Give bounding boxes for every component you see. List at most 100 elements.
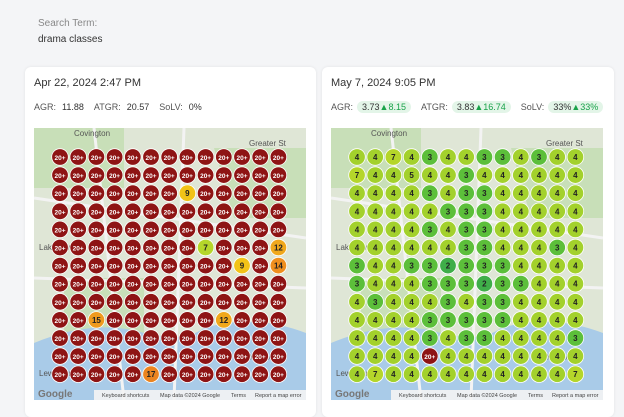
rank-label: 3 bbox=[428, 334, 433, 343]
rank-label: 4 bbox=[519, 225, 524, 234]
rank-pin bbox=[566, 220, 585, 239]
rank-pin bbox=[439, 311, 457, 329]
rank-label: 4 bbox=[519, 316, 524, 325]
rank-label: 20+ bbox=[182, 264, 193, 271]
rank-label: 4 bbox=[573, 316, 578, 325]
rank-pin bbox=[196, 365, 215, 383]
rank-label: 4 bbox=[573, 280, 578, 289]
rank-pin bbox=[160, 293, 178, 311]
rank-label: 20+ bbox=[200, 282, 211, 289]
rank-label: 3 bbox=[428, 225, 433, 234]
rank-pin bbox=[366, 166, 384, 184]
rank-pin bbox=[251, 202, 269, 221]
rank-pin bbox=[87, 311, 106, 329]
rank-pin bbox=[196, 347, 215, 365]
rank-label: 20+ bbox=[236, 354, 247, 361]
rank-pin bbox=[124, 256, 142, 275]
rank-pin bbox=[402, 293, 421, 311]
rank-pin bbox=[269, 274, 288, 293]
rank-label: 20+ bbox=[200, 227, 211, 234]
rank-pin bbox=[87, 184, 106, 202]
rank-pin bbox=[87, 329, 106, 347]
rank-pin bbox=[402, 166, 421, 184]
rank-label: 20+ bbox=[127, 173, 138, 180]
rank-pin bbox=[215, 148, 233, 166]
rank-label: 20+ bbox=[91, 246, 102, 253]
rank-label: 4 bbox=[373, 244, 378, 253]
rank-label: 3 bbox=[428, 189, 433, 198]
rank-pin bbox=[402, 202, 421, 221]
rank-pin bbox=[251, 311, 269, 329]
rank-pin bbox=[160, 311, 178, 329]
rank-pin bbox=[475, 365, 494, 383]
rank-label: 2 bbox=[482, 280, 487, 289]
rank-pin bbox=[233, 238, 251, 257]
search-term: drama classes bbox=[38, 34, 103, 45]
rank-label: 4 bbox=[409, 225, 414, 234]
rank-pin bbox=[493, 274, 512, 293]
rank-label: 4 bbox=[409, 298, 414, 307]
rank-pin bbox=[233, 347, 251, 365]
rank-pin bbox=[196, 202, 215, 221]
rank-pin bbox=[215, 365, 233, 383]
rank-label: 4 bbox=[446, 171, 451, 180]
report-date: May 7, 2024 9:05 PM bbox=[331, 77, 436, 89]
rank-pin bbox=[421, 202, 439, 221]
rank-pin bbox=[566, 311, 585, 329]
rank-label: 20+ bbox=[145, 246, 156, 253]
rank-pin bbox=[124, 220, 142, 239]
rank-pin bbox=[402, 148, 421, 166]
rank-label: 4 bbox=[391, 298, 396, 307]
rank-label: 20+ bbox=[182, 318, 193, 325]
rank-label: 20+ bbox=[236, 246, 247, 253]
metric-value: 0% bbox=[188, 102, 202, 112]
rank-pin bbox=[124, 184, 142, 202]
rank-pin bbox=[178, 148, 197, 166]
rank-label: 4 bbox=[373, 334, 378, 343]
rank-label: 20+ bbox=[236, 155, 247, 162]
rank-label: 20+ bbox=[164, 155, 175, 162]
rank-label: 4 bbox=[391, 280, 396, 289]
rank-label: 20+ bbox=[127, 155, 138, 162]
rank-pin bbox=[457, 256, 475, 275]
rank-label: 20+ bbox=[145, 191, 156, 198]
rank-label: 20+ bbox=[218, 336, 229, 343]
rank-pin bbox=[196, 274, 215, 293]
rank-label: 20+ bbox=[109, 282, 120, 289]
rank-label: 20+ bbox=[145, 173, 156, 180]
rank-pin bbox=[475, 311, 494, 329]
rank-pin bbox=[233, 311, 251, 329]
rank-label: 20+ bbox=[109, 300, 120, 307]
rank-label: 4 bbox=[373, 171, 378, 180]
rank-label: 20+ bbox=[127, 372, 138, 379]
rank-pin bbox=[493, 347, 512, 365]
rank-pin bbox=[530, 256, 548, 275]
rank-label: 4 bbox=[355, 244, 360, 253]
rank-pin bbox=[124, 148, 142, 166]
rank-label: 20+ bbox=[255, 209, 266, 216]
rank-label: 4 bbox=[355, 207, 360, 216]
rank-label: 4 bbox=[500, 352, 505, 361]
rank-label: 20+ bbox=[200, 300, 211, 307]
rank-label: 4 bbox=[446, 153, 451, 162]
rank-pin bbox=[251, 166, 269, 184]
rank-pin bbox=[215, 202, 233, 221]
rank-label: 20+ bbox=[255, 246, 266, 253]
rank-label: 20+ bbox=[91, 155, 102, 162]
rank-label: 20+ bbox=[255, 318, 266, 325]
rank-label: 4 bbox=[409, 370, 414, 379]
rank-label: 4 bbox=[500, 244, 505, 253]
rank-label: 20+ bbox=[182, 354, 193, 361]
rank-label: 20+ bbox=[127, 246, 138, 253]
rank-label: 3 bbox=[482, 334, 487, 343]
rank-label: 4 bbox=[373, 280, 378, 289]
rank-pin bbox=[493, 293, 512, 311]
rank-pin bbox=[215, 347, 233, 365]
rank-pin bbox=[512, 166, 530, 184]
rank-label: 20+ bbox=[73, 318, 84, 325]
rank-pin bbox=[530, 274, 548, 293]
rank-label: 3 bbox=[428, 280, 433, 289]
rank-pin bbox=[530, 238, 548, 257]
rank-label: 4 bbox=[500, 189, 505, 198]
rank-pin bbox=[269, 238, 288, 257]
